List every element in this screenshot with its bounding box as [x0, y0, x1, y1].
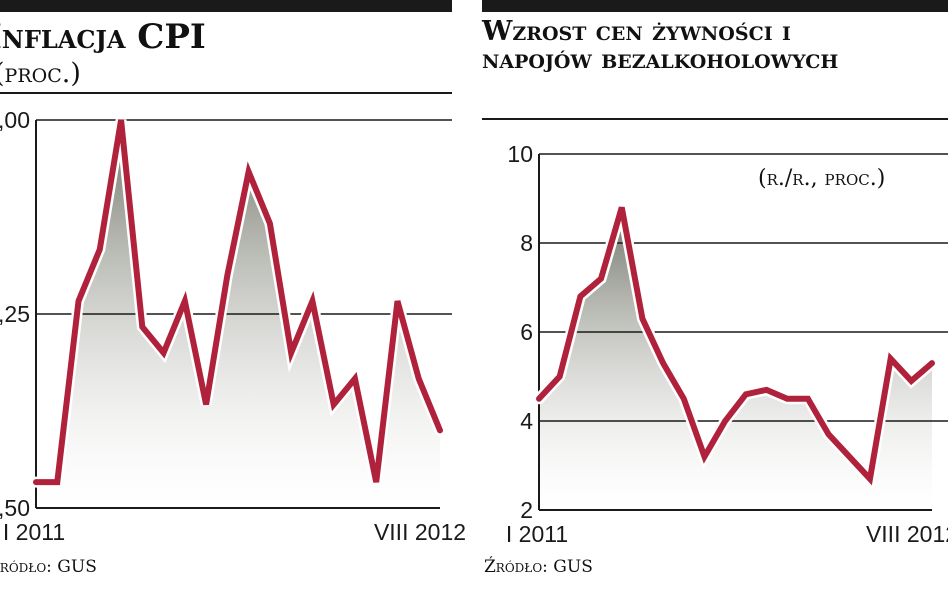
- right-chart: 2 4 6 8 10 I 2011 VIII 2012: [506, 141, 948, 547]
- left-chart-subtitle: (proc.): [0, 58, 81, 89]
- left-y-tick-label: 5,00: [0, 107, 30, 133]
- left-x-tick-start: I 2011: [3, 519, 65, 545]
- right-x-tick-end: VIII 2012: [866, 521, 948, 547]
- left-chart-title: Inflacja CPI: [0, 17, 206, 57]
- left-chart: 3,50 4,25 5,00 I 2011 VIII 2012: [0, 107, 466, 545]
- left-source: Źródło: GUS: [0, 557, 97, 577]
- right-y-tick-label: 10: [507, 141, 533, 167]
- right-y-tick-label: 8: [520, 230, 533, 256]
- right-chart-subtitle: (r./r., proc.): [756, 166, 888, 191]
- right-series-line: [536, 206, 935, 486]
- right-y-tick-label: 2: [520, 497, 533, 523]
- left-y-tick-label: 3,50: [0, 495, 30, 521]
- right-title-rule: [482, 118, 948, 120]
- left-top-bar: [0, 0, 452, 12]
- right-top-bar: [482, 0, 948, 12]
- right-source: Źródło: GUS: [484, 557, 593, 577]
- right-y-tick-label: 6: [520, 319, 533, 345]
- left-title-rule: [0, 92, 452, 94]
- right-area: [539, 207, 932, 510]
- right-chart-title: Wzrost cen żywności i napojów bezalkohol…: [482, 16, 839, 76]
- left-x-tick-end: VIII 2012: [374, 519, 466, 545]
- right-x-tick-start: I 2011: [506, 521, 568, 547]
- left-series-line: [33, 119, 443, 486]
- left-y-tick-label: 4,25: [0, 301, 30, 327]
- right-y-tick-label: 4: [520, 408, 533, 434]
